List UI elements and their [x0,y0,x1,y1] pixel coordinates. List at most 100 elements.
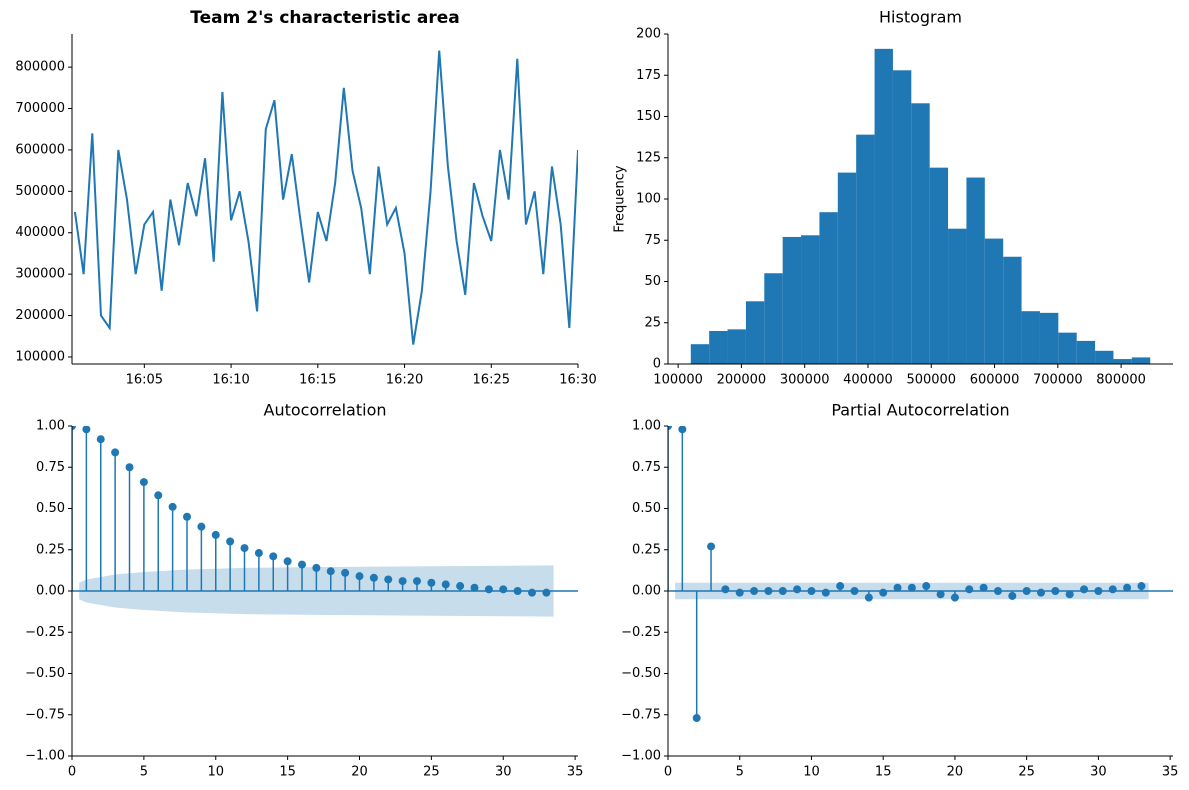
y-tick-label: −0.50 [25,666,65,681]
stem-marker [240,544,249,553]
histogram-bar [819,212,838,364]
stem-marker [1137,582,1146,591]
histogram-bar [1058,332,1077,364]
x-tick-label: 35 [1162,765,1179,780]
x-tick-label: 16:15 [299,373,336,388]
stem-marker [470,583,479,592]
y-tick-label: −0.25 [621,625,661,640]
x-tick-label: 20 [947,765,964,780]
y-tick-label: 175 [636,68,661,83]
subplot-title: Histogram [879,8,962,27]
histogram-bar [1039,312,1059,364]
stem-marker [950,593,959,602]
x-tick-label: 300000 [780,373,830,388]
stem-marker [864,593,873,602]
x-tick-label: 700000 [1033,373,1083,388]
x-tick-label: 100000 [653,373,703,388]
x-tick-label: 20 [351,765,368,780]
histogram-bar [911,103,930,364]
y-tick-label: −0.75 [25,707,65,722]
y-tick-label: 200 [636,27,661,42]
stem-marker [341,568,350,577]
y-tick-label: 700000 [15,101,65,116]
stem-marker [793,585,802,594]
stem-marker [269,552,278,561]
x-tick-label: 25 [423,765,440,780]
y-tick-label: 0.25 [36,542,65,557]
x-tick-label: 5 [736,765,744,780]
histogram-bar [801,235,820,364]
y-tick-label: 50 [644,274,661,289]
stem-marker [778,587,787,595]
y-tick-label: 150 [636,109,661,124]
x-tick-label: 16:20 [386,373,423,388]
histogram-bar [1003,256,1022,364]
stem-marker [879,588,888,597]
y-tick-label: 0.00 [36,584,65,599]
stem-marker [750,587,759,595]
plot-area [73,50,578,345]
stem-marker [993,587,1002,595]
x-tick-label: 16:25 [473,373,510,388]
stem-marker [298,560,306,569]
stem-marker [125,463,134,472]
stem-marker [226,537,235,546]
y-tick-label: −1.00 [621,749,661,764]
histogram-bar [1113,359,1132,364]
stem-marker [456,582,465,591]
y-tick-label: 0.50 [632,501,661,516]
histogram-bar [782,236,802,364]
y-tick-label: 500000 [15,184,65,199]
plot-area [72,426,578,617]
stem-marker [764,587,773,595]
subplot: Autocorrelation −1.00 −0.75 −0.50 −0.25 0.00 0… [25,401,583,780]
stem-marker [96,435,105,444]
stem-marker [922,582,931,591]
stem-marker [72,426,76,430]
stem-marker [513,587,522,595]
x-tick-label: 16:10 [212,373,249,388]
subplot: Histogram Frequency 0 25 50 75 100 125 150 175 200… [613,8,1173,388]
x-tick-label: 16:05 [126,373,163,388]
stem-marker [1022,587,1031,595]
y-tick-label: 200000 [15,308,65,323]
stem-marker [821,588,830,597]
stem-marker [197,522,206,531]
x-tick-label: 16:30 [559,373,596,388]
y-tick-label: 0.50 [36,501,65,516]
stem-marker [326,567,335,576]
subplot-title: Partial Autocorrelation [831,401,1009,420]
x-tick-label: 500000 [906,373,956,388]
stem-marker [139,478,148,487]
x-tick-label: 5 [140,765,148,780]
stem-marker [528,588,536,597]
y-tick-label: 1.00 [632,419,661,434]
y-tick-label: 125 [636,150,661,165]
x-tick-label: 800000 [1096,373,1146,388]
subplot: Team 2's characteristic area 100000 200000… [15,8,596,388]
x-tick-label: 10 [207,765,224,780]
histogram-bar [892,70,912,364]
stem-marker [965,585,974,594]
stem-marker [850,587,859,595]
stem-marker [384,575,393,584]
histogram-bar [745,301,765,364]
x-tick-label: 25 [1018,765,1035,780]
stem-marker [907,583,916,592]
stem-marker [542,588,551,597]
stem-marker [836,582,845,591]
y-tick-label: 25 [644,315,661,330]
data-line [73,50,578,345]
stem-marker [283,557,292,566]
stem-marker [484,585,493,594]
stem-marker [1080,585,1089,594]
x-tick-label: 10 [803,765,820,780]
y-tick-label: 300000 [15,267,65,282]
stem-marker [111,448,120,457]
y-tick-label: 0.75 [632,460,661,475]
y-tick-label: 0.00 [632,584,661,599]
histogram-bar [966,177,985,364]
histogram-bar [837,172,857,364]
histogram-bar [1076,340,1096,364]
stem-marker [668,426,672,430]
